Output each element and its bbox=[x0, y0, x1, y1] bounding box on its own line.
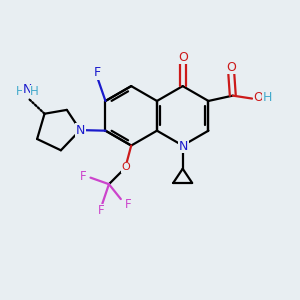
Text: H: H bbox=[30, 85, 39, 98]
Text: F: F bbox=[124, 198, 131, 211]
Text: H: H bbox=[263, 91, 272, 104]
Text: O: O bbox=[253, 91, 263, 104]
Text: N: N bbox=[178, 140, 188, 153]
Text: O: O bbox=[122, 162, 130, 172]
Text: F: F bbox=[98, 204, 104, 217]
Text: F: F bbox=[80, 170, 87, 183]
Text: N: N bbox=[22, 83, 32, 97]
Text: F: F bbox=[94, 66, 101, 79]
Text: O: O bbox=[226, 61, 236, 74]
Text: H: H bbox=[16, 85, 24, 98]
Text: O: O bbox=[178, 51, 188, 64]
Text: N: N bbox=[76, 124, 85, 136]
